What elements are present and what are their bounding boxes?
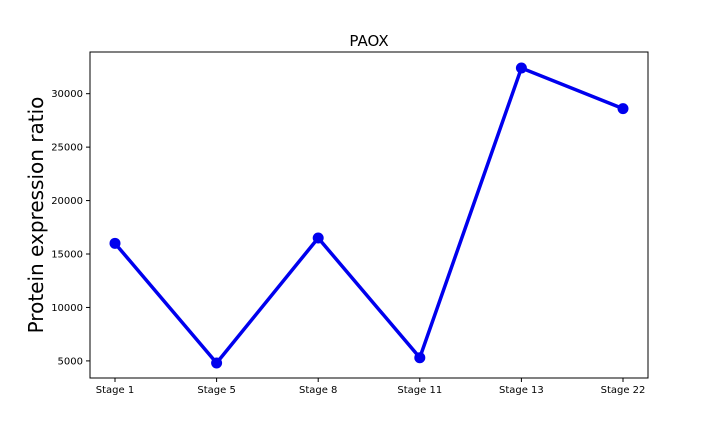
x-tick-label: Stage 13 — [499, 385, 544, 396]
data-point — [414, 352, 426, 364]
y-tick-label: 15000 — [51, 250, 83, 261]
data-point — [617, 103, 629, 115]
y-tick-label: 5000 — [58, 356, 83, 367]
x-tick-label: Stage 8 — [299, 385, 337, 396]
data-point — [515, 62, 527, 74]
data-point — [109, 237, 121, 249]
x-tick-label: Stage 11 — [397, 385, 442, 396]
axes-frame — [89, 51, 649, 379]
y-tick-label: 30000 — [51, 89, 83, 100]
chart-title: PAOX — [349, 32, 388, 50]
x-tick-label: Stage 1 — [96, 385, 134, 396]
y-tick-label: 20000 — [51, 196, 83, 207]
y-tick-label: 25000 — [51, 143, 83, 154]
data-point — [312, 232, 324, 244]
series-line — [113, 65, 624, 366]
x-tick-label: Stage 22 — [601, 385, 646, 396]
y-tick-label: 10000 — [51, 303, 83, 314]
plot-area: 5000 10000 15000 20000 25000 30000 Stage 1 Stag… — [51, 62, 646, 396]
x-tick-label: Stage 5 — [197, 385, 235, 396]
data-point — [211, 357, 223, 369]
y-axis-label: Protein expression ratio — [24, 97, 48, 334]
